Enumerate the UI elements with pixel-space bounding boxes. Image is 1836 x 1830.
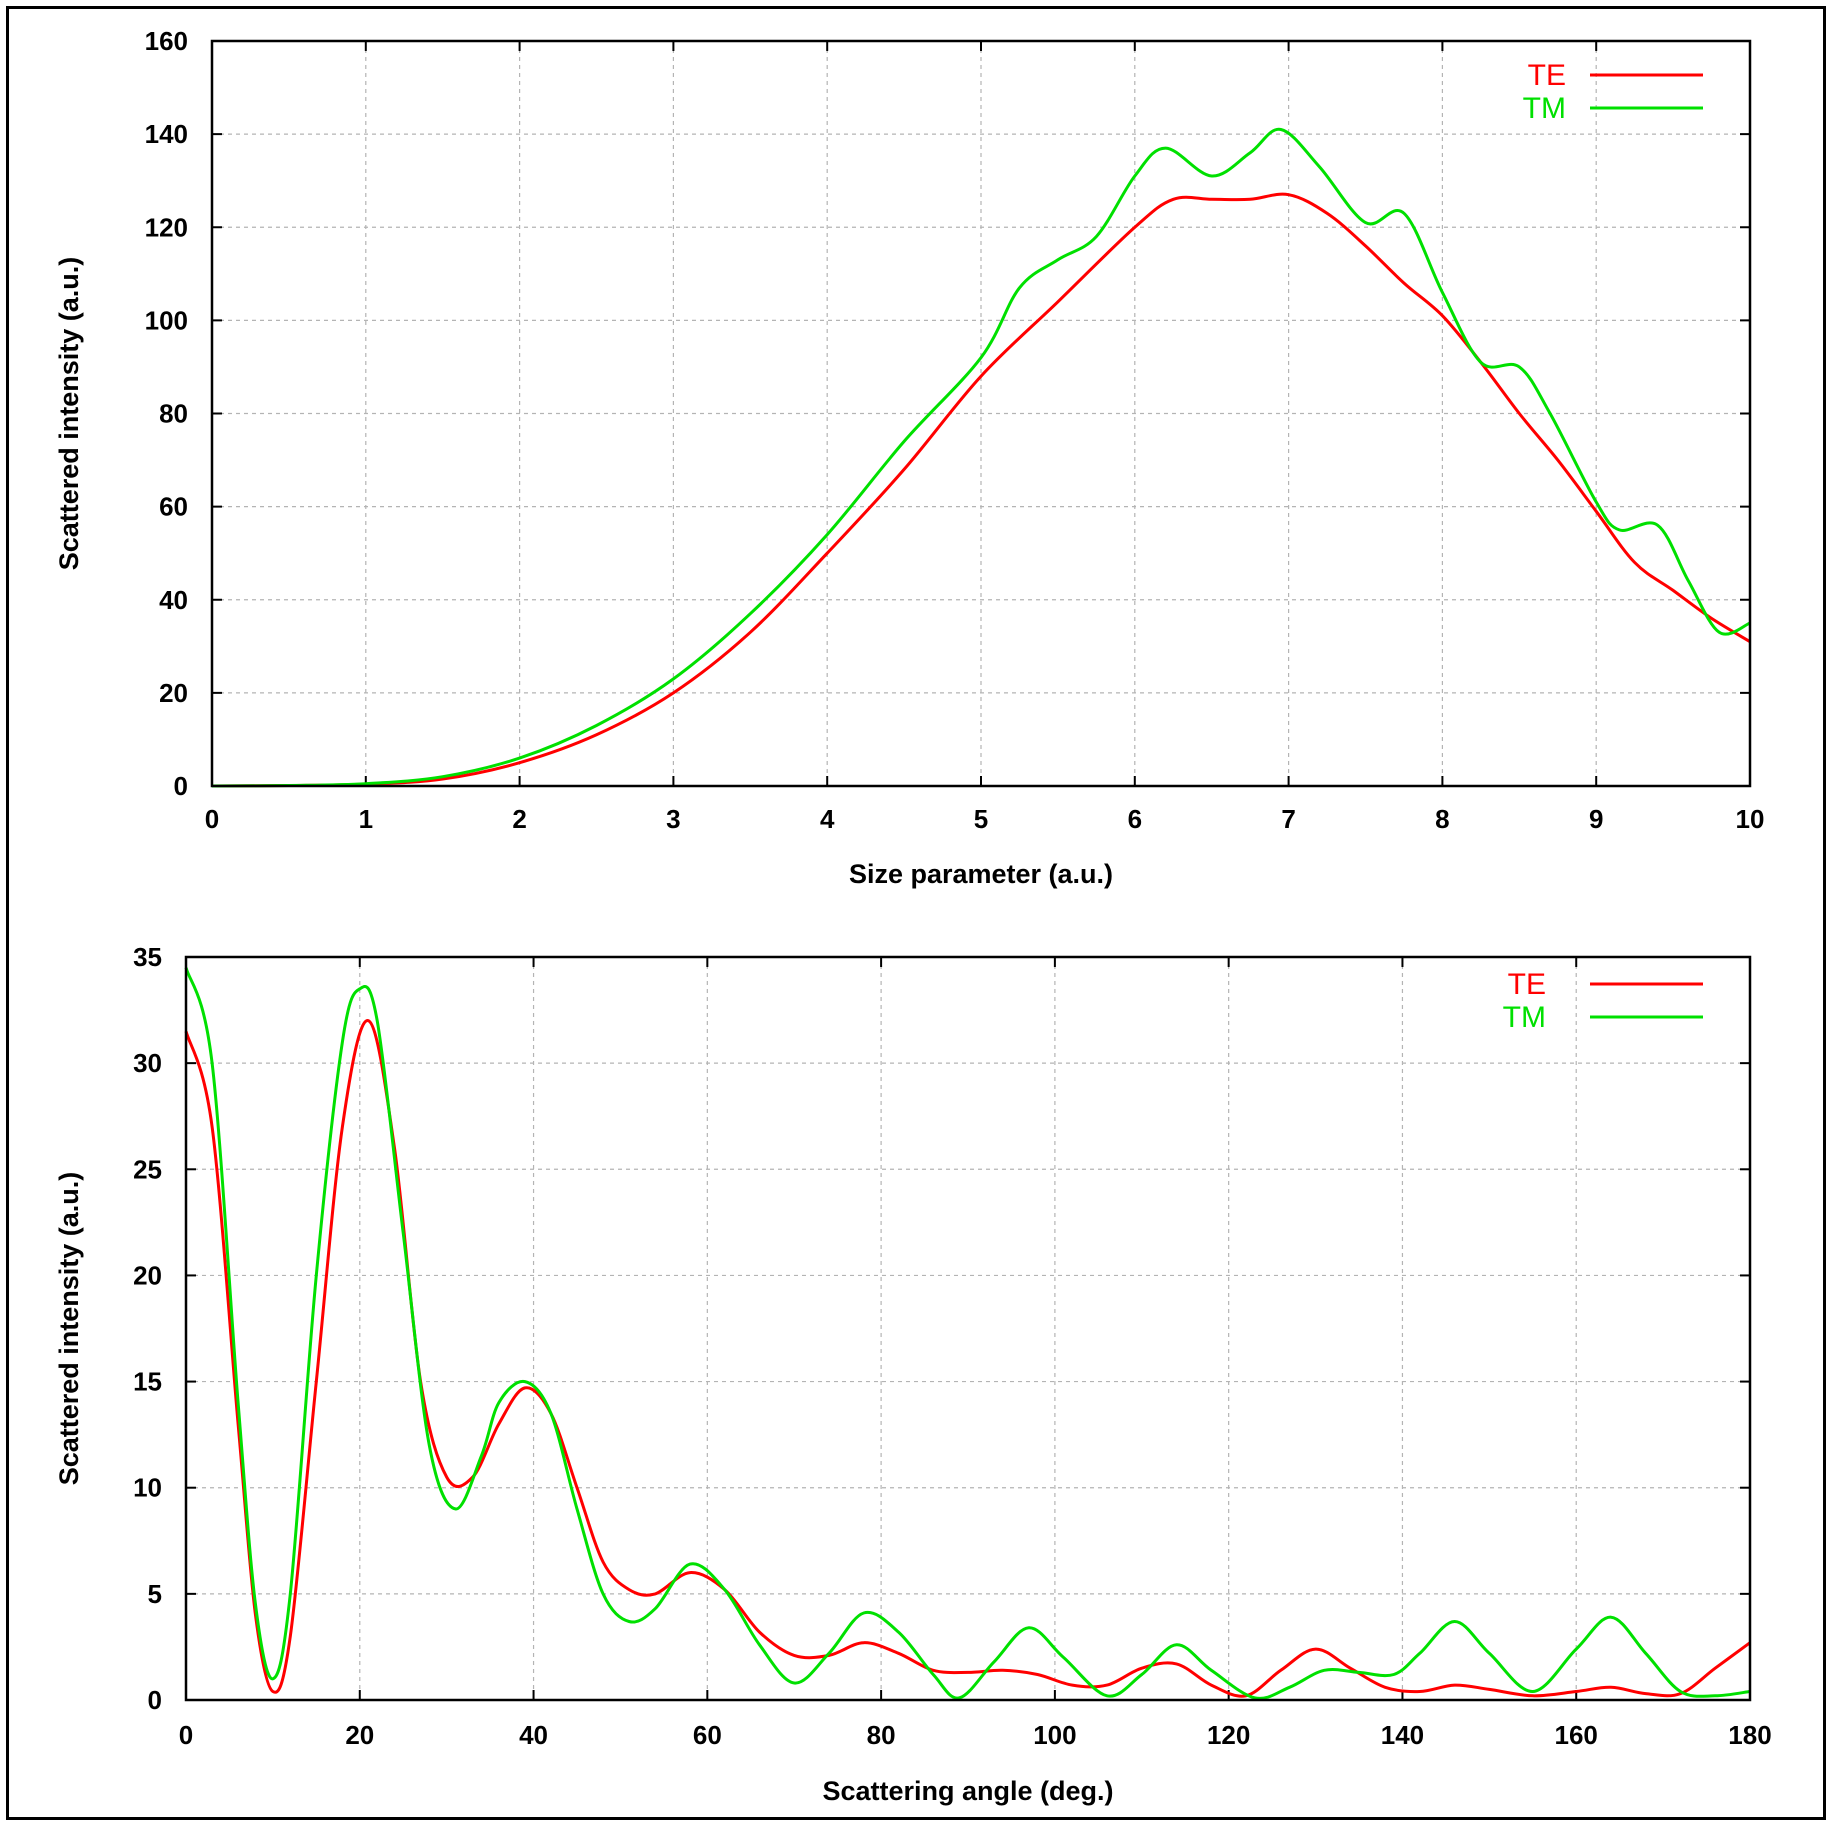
series-line-tm (211, 127, 1751, 788)
figure-frame (6, 6, 1826, 1820)
x-tick-label: 10 (1736, 804, 1765, 834)
x-tick-label: 5 (974, 804, 988, 834)
x-tick-label: 160 (1555, 1720, 1598, 1750)
x-tick-label: 6 (1128, 804, 1142, 834)
y-axis-label: Scattered intensity (a.u.) (54, 1172, 84, 1486)
x-tick-label: 8 (1435, 804, 1449, 834)
x-tick-label: 100 (1033, 1720, 1076, 1750)
x-axis-label: Size parameter (a.u.) (849, 859, 1113, 889)
x-tick-label: 1 (359, 804, 373, 834)
y-tick-label: 20 (133, 1260, 162, 1290)
x-tick-label: 9 (1589, 804, 1603, 834)
legend-label-tm: TM (1523, 92, 1566, 125)
x-tick-label: 7 (1281, 804, 1295, 834)
series-line-te (184, 1019, 1751, 1698)
y-tick-label: 100 (145, 305, 188, 335)
y-tick-label: 40 (159, 585, 188, 615)
y-tick-label: 60 (159, 492, 188, 522)
x-tick-label: 120 (1207, 1720, 1250, 1750)
x-axis-label: Scattering angle (deg.) (822, 1776, 1113, 1806)
x-tick-label: 180 (1728, 1720, 1771, 1750)
x-tick-label: 3 (666, 804, 680, 834)
x-tick-label: 2 (512, 804, 526, 834)
y-tick-label: 10 (133, 1473, 162, 1503)
y-tick-label: 35 (133, 942, 162, 972)
x-tick-label: 60 (693, 1720, 722, 1750)
x-tick-label: 140 (1381, 1720, 1424, 1750)
legend-label-te: TE (1528, 59, 1566, 92)
x-tick-label: 20 (345, 1720, 374, 1750)
y-tick-label: 20 (159, 678, 188, 708)
legend-label-tm: TM (1503, 1001, 1546, 1034)
plot-area-border (210, 39, 1752, 788)
y-tick-label: 30 (133, 1048, 162, 1078)
y-tick-label: 120 (145, 212, 188, 242)
y-tick-label: 15 (133, 1367, 162, 1397)
x-tick-label: 80 (867, 1720, 896, 1750)
y-tick-label: 160 (145, 26, 188, 56)
y-tick-label: 5 (148, 1579, 162, 1609)
y-tick-label: 140 (145, 119, 188, 149)
x-tick-label: 0 (205, 804, 219, 834)
plot-area-border (184, 955, 1752, 1702)
x-tick-label: 0 (179, 1720, 193, 1750)
y-tick-label: 80 (159, 399, 188, 429)
series-line-tm (184, 967, 1751, 1700)
y-tick-label: 0 (174, 771, 188, 801)
y-tick-label: 0 (148, 1685, 162, 1715)
x-tick-label: 4 (820, 804, 835, 834)
y-tick-label: 25 (133, 1154, 162, 1184)
legend-label-te: TE (1508, 968, 1546, 1001)
series-line-te (211, 192, 1751, 788)
y-axis-label: Scattered intensity (a.u.) (54, 257, 84, 571)
chart-bottom-scattering-angle: 0 20 40 60 80 100 120 140 160 180 0 5 10 15 20 25 30 35 Sc… (54, 942, 1772, 1806)
x-tick-label: 40 (519, 1720, 548, 1750)
